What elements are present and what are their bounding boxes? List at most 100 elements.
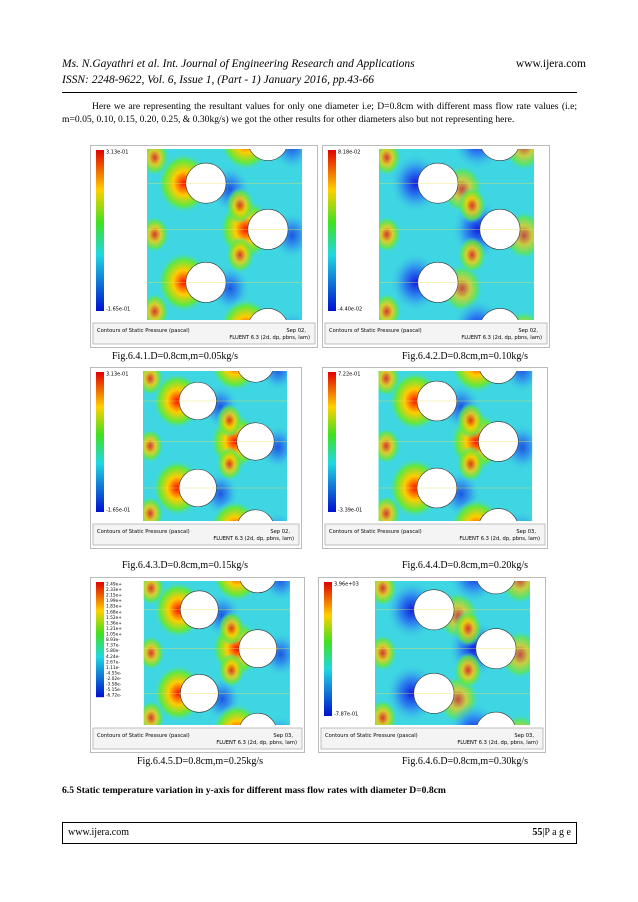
cylinder xyxy=(481,149,519,161)
cylinder xyxy=(479,508,518,521)
cylinder xyxy=(249,308,287,320)
colorbar-label: 7.22e-01 xyxy=(338,372,360,378)
section-heading: 6.5 Static temperature variation in y-ax… xyxy=(62,785,446,796)
pressure-blob xyxy=(378,428,401,464)
colorbar xyxy=(328,150,336,311)
colorbar-label: 5.80e- xyxy=(106,648,120,654)
contour-plot xyxy=(378,371,533,521)
legend-title: Contours of Static Pressure (pascal) xyxy=(325,733,418,739)
cylinder xyxy=(237,371,273,383)
legend-solver: FLUENT 6.3 (2d, dp, pbns, lam) xyxy=(229,335,310,341)
colorbar-label: 1.21e+ xyxy=(106,626,122,632)
figure-caption: Fig.6.4.3.D=0.8cm,m=0.15kg/s xyxy=(121,560,249,571)
pressure-blob xyxy=(379,149,401,176)
colorbar-label: 1.68e+ xyxy=(106,609,122,615)
pressure-blob xyxy=(457,236,487,274)
legend-title: Contours of Static Pressure (pascal) xyxy=(329,529,422,535)
legend-solver: FLUENT 6.3 (2d, dp, pbns, lam) xyxy=(457,740,538,746)
colorbar-label: -5.15e- xyxy=(106,687,122,693)
legend-date: Sep 03, xyxy=(516,529,536,535)
pressure-blob xyxy=(143,429,164,463)
pressure-blob xyxy=(378,371,401,397)
colorbar-label: 1.52e+ xyxy=(106,615,122,621)
legend-date: Sep 02, xyxy=(518,328,538,334)
colorbar xyxy=(96,582,104,698)
colorbar-label: -6.72e- xyxy=(106,693,122,699)
cylinder xyxy=(249,149,287,161)
contour-figure: 7.22e-01 -3.39e-01 Contours of Static Pres… xyxy=(322,367,548,549)
pressure-blob xyxy=(143,635,165,671)
pressure-blob xyxy=(375,581,397,607)
colorbar-label: -3.58e- xyxy=(106,682,122,688)
pressure-blob xyxy=(453,610,483,647)
pressure-blob xyxy=(218,653,245,688)
legend-bar xyxy=(324,523,546,546)
header-rule xyxy=(62,92,577,93)
legend-bar xyxy=(324,322,548,345)
pressure-blob xyxy=(218,611,245,646)
colorbar-label: -1.65e-01 xyxy=(106,508,130,514)
colorbar-label: 4.24e- xyxy=(106,654,120,660)
colorbar-label: 2.15e+ xyxy=(106,593,122,599)
pressure-blob xyxy=(225,187,255,224)
contour-plot xyxy=(143,581,290,725)
paragraph: Here we are representing the resultant v… xyxy=(62,101,577,125)
footer-box: www.ijera.com 55|P a g e xyxy=(62,822,577,844)
page-number: 55 xyxy=(532,827,543,838)
colorbar-label: 8.93e- xyxy=(106,637,120,643)
legend-solver: FLUENT 6.3 (2d, dp, pbns, lam) xyxy=(213,536,294,542)
colorbar-label: -2.02e- xyxy=(106,676,122,682)
cylinder xyxy=(476,711,516,725)
colorbar-label: 1.05e+ xyxy=(106,632,122,638)
pressure-blob xyxy=(457,187,487,224)
issn-line: ISSN: 2248-9622, Vol. 6, Issue 1, (Part … xyxy=(62,74,375,86)
colorbar xyxy=(328,372,336,512)
legend-title: Contours of Static Pressure (pascal) xyxy=(97,328,190,334)
colorbar-label: -7.87e-01 xyxy=(334,712,358,718)
legend-bar xyxy=(320,727,544,750)
pressure-blob xyxy=(143,581,165,606)
legend-date: Sep 02, xyxy=(270,529,290,535)
legend-bar xyxy=(92,727,303,750)
colorbar-label: 1.99e+ xyxy=(106,598,122,604)
contour-figure: 3.13e-01 -1.65e-01 Contours of Static Pres… xyxy=(90,367,302,549)
colorbar-label: 2.33e+ xyxy=(106,587,122,593)
pressure-blob xyxy=(375,634,397,672)
cylinder xyxy=(239,581,276,594)
colorbar-label: 7.37e- xyxy=(106,643,120,649)
legend-solver: FLUENT 6.3 (2d, dp, pbns, lam) xyxy=(216,740,297,746)
colorbar-label: 2.49e+ xyxy=(106,582,122,588)
figure-caption: Fig.6.4.6.D=0.8cm,m=0.30kg/s xyxy=(401,756,529,767)
pressure-blob xyxy=(453,652,483,689)
colorbar-label: -4.55e- xyxy=(106,670,122,676)
contour-figure: 8.18e-02 -4.40e-02 Contours of Static Pres… xyxy=(322,145,550,348)
legend-date: Sep 03, xyxy=(514,733,534,739)
colorbar xyxy=(96,150,104,311)
legend-date: Sep 03, xyxy=(273,733,293,739)
legend-title: Contours of Static Pressure (pascal) xyxy=(97,529,190,535)
pressure-blob xyxy=(147,293,169,320)
colorbar-label: 3.13e-01 xyxy=(106,372,128,378)
pressure-blob xyxy=(216,447,243,481)
colorbar-label: 3.96e+03 xyxy=(334,582,359,588)
legend-solver: FLUENT 6.3 (2d, dp, pbns, lam) xyxy=(461,335,542,341)
colorbar-label: -3.39e-01 xyxy=(338,508,362,514)
pressure-blob xyxy=(225,236,255,274)
cylinder xyxy=(239,712,276,725)
header-website: www.ijera.com xyxy=(515,58,586,70)
pressure-blob xyxy=(143,496,164,521)
legend-solver: FLUENT 6.3 (2d, dp, pbns, lam) xyxy=(459,536,540,542)
pressure-blob xyxy=(216,403,243,438)
pressure-blob xyxy=(147,149,169,176)
colorbar-label: 1.36e+ xyxy=(106,620,122,626)
cylinder xyxy=(481,308,519,320)
legend-bar xyxy=(92,523,300,546)
pressure-blob xyxy=(143,700,165,725)
legend-bar xyxy=(92,322,316,345)
contour-plot xyxy=(379,149,535,320)
legend-date: Sep 02, xyxy=(286,328,306,334)
pressure-blob xyxy=(143,371,164,396)
colorbar-label: 8.18e-02 xyxy=(338,150,360,156)
colorbar-label: 1.11e- xyxy=(106,665,120,671)
colorbar-label: -4.40e-02 xyxy=(338,307,362,313)
